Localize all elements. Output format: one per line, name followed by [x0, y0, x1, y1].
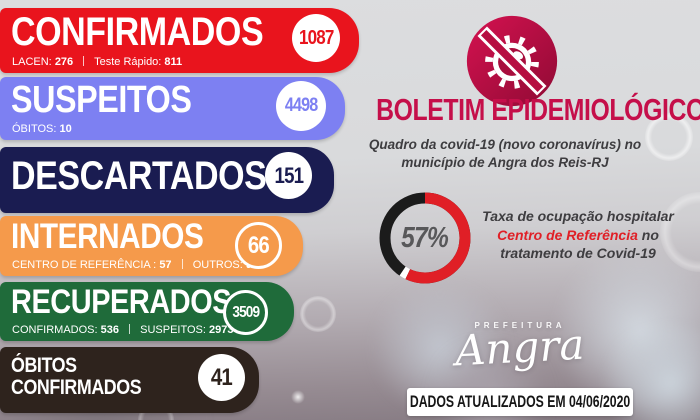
logo-prefeitura-text: PREFEITURA — [474, 321, 566, 330]
caption-line: Centro de Referência no — [497, 226, 659, 243]
stat-label: CONFIRMADOS — [11, 10, 264, 54]
data-updated-banner: DADOS ATUALIZADOS EM 04/06/2020 — [407, 388, 633, 416]
stat-label: SUSPEITOS — [11, 79, 192, 121]
subtitle-line: Quadro da covid-19 (novo coronavírus) no — [368, 137, 642, 152]
stat-bar-obitos-confirmados: ÓBITOS CONFIRMADOS 41 — [0, 347, 259, 413]
stat-value-badge: 3509 — [223, 290, 268, 335]
no-virus-icon — [466, 15, 558, 107]
detail-divider — [83, 56, 85, 66]
stat-detail-label: LACEN: — [12, 56, 52, 68]
stat-detail-value: 57 — [159, 259, 172, 271]
occupancy-caption: Taxa de ocupação hospitalar Centro de Re… — [468, 207, 688, 263]
stat-value-badge: 1087 — [292, 14, 340, 62]
bubble-decoration — [291, 390, 305, 404]
stat-detail-value: 811 — [164, 56, 183, 68]
stat-detail-value: 536 — [100, 324, 119, 336]
stat-detail: ÓBITOS: 10 — [12, 123, 72, 135]
bubble-decoration — [300, 296, 336, 332]
stat-value-badge: 4498 — [276, 81, 326, 131]
stat-label: INTERNADOS — [11, 217, 204, 256]
stat-value-badge: 41 — [198, 354, 245, 401]
prefeitura-angra-logo: PREFEITURA Angra — [420, 319, 620, 376]
stat-value-badge: 151 — [265, 152, 312, 199]
stat-detail: LACEN: 276 Teste Rápido: 811 — [12, 56, 182, 68]
stat-bar-confirmados: CONFIRMADOS LACEN: 276 Teste Rápido: 811… — [0, 8, 359, 73]
stat-detail: CONFIRMADOS: 536 SUSPEITOS: 2973 — [12, 324, 233, 336]
stat-detail-value: 10 — [59, 123, 72, 135]
stat-detail-value: 276 — [54, 56, 74, 68]
stat-bar-suspeitos: SUSPEITOS ÓBITOS: 10 4498 — [0, 77, 345, 140]
caption-line: tratamento de Covid-19 — [500, 245, 656, 261]
stat-label: RECUPERADOS — [11, 283, 232, 321]
stat-label: DESCARTADOS — [11, 154, 267, 198]
stat-detail-label: CONFIRMADOS: — [12, 324, 98, 336]
stat-detail-label: Teste Rápido: — [94, 56, 162, 68]
stat-value-badge: 66 — [235, 222, 282, 269]
stat-detail-label: OUTROS: — [192, 259, 243, 271]
stat-label: ÓBITOS CONFIRMADOS — [11, 354, 142, 400]
stat-bar-internados: INTERNADOS CENTRO DE REFERÊNCIA : 57 OUT… — [0, 216, 303, 276]
caption-line: Taxa de ocupação hospitalar — [482, 208, 674, 224]
occupancy-percent-label: 57% — [401, 221, 450, 254]
bulletin-title: BOLETIM EPIDEMIOLÓGICO — [376, 92, 700, 127]
stat-bar-descartados: DESCARTADOS 151 — [0, 147, 334, 213]
bulletin-subtitle: Quadro da covid-19 (novo coronavírus) no… — [355, 136, 655, 171]
detail-divider — [129, 324, 131, 334]
logo-angra-script: Angra — [454, 319, 586, 376]
stat-detail: CENTRO DE REFERÊNCIA : 57 OUTROS: 9 — [12, 259, 252, 271]
subtitle-line: município de Angra dos Reis-RJ — [401, 154, 609, 170]
stat-detail-label: CENTRO DE REFERÊNCIA : — [12, 259, 157, 271]
stat-bar-recuperados: RECUPERADOS CONFIRMADOS: 536 SUSPEITOS: … — [0, 282, 294, 341]
caption-highlight: Centro de Referência — [497, 226, 638, 243]
stat-detail-label: ÓBITOS: — [12, 123, 57, 135]
occupancy-donut-chart: 57% — [379, 192, 471, 284]
detail-divider — [181, 259, 183, 269]
stat-detail-label: SUSPEITOS: — [140, 324, 206, 336]
